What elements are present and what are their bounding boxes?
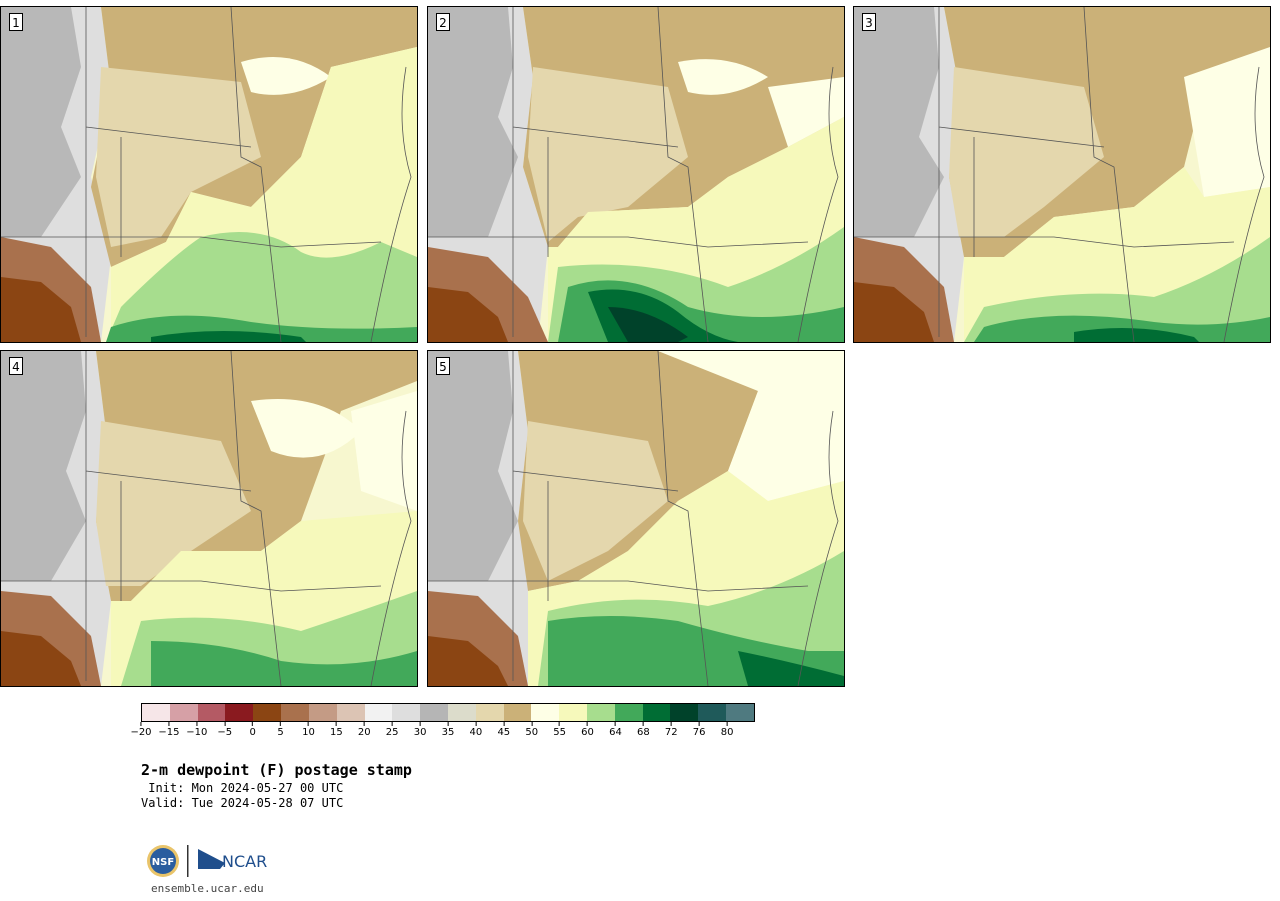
colorbar-tick-label: 76 — [693, 722, 706, 738]
colorbar-tick-label: 35 — [442, 722, 455, 738]
map-panel-1: 1 — [0, 6, 418, 343]
colorbar-swatch — [587, 704, 615, 721]
colorbar-tick-label: 0 — [249, 722, 255, 738]
colorbar-tick-label: −10 — [186, 722, 207, 738]
colorbar-swatch — [559, 704, 587, 721]
colorbar-tick-label: 30 — [414, 722, 427, 738]
map-panel-2: 2 — [427, 6, 845, 343]
colorbar-tick-label: 68 — [637, 722, 650, 738]
colorbar-tick-label: 15 — [330, 722, 343, 738]
colorbar — [141, 703, 755, 722]
colorbar-tick-label: 60 — [581, 722, 594, 738]
colorbar-swatch — [364, 704, 393, 721]
colorbar-tick-label: 20 — [358, 722, 371, 738]
map-panel-4: 4 — [0, 350, 418, 687]
panel-label: 4 — [9, 357, 23, 375]
init-time: Init: Mon 2024-05-27 00 UTC — [141, 781, 344, 795]
colorbar-swatch — [253, 704, 282, 721]
dewpoint-map — [854, 7, 1270, 342]
colorbar-swatch — [197, 704, 226, 721]
dewpoint-map — [1, 351, 417, 686]
colorbar-tick-label: −5 — [217, 722, 232, 738]
dewpoint-map — [428, 7, 844, 342]
colorbar-tick-label: −20 — [130, 722, 151, 738]
colorbar-tick-label: 72 — [665, 722, 678, 738]
colorbar-swatch — [169, 704, 198, 721]
colorbar-swatch — [726, 704, 754, 721]
colorbar-swatch — [614, 704, 643, 721]
map-panel-3: 3 — [853, 6, 1271, 343]
panel-label: 2 — [436, 13, 450, 31]
colorbar-tick-label: 45 — [497, 722, 510, 738]
colorbar-swatch — [670, 704, 699, 721]
colorbar-swatch — [503, 704, 532, 721]
colorbar-swatch — [142, 704, 170, 721]
site-url: ensemble.ucar.edu — [151, 882, 264, 895]
title-block: 2-m dewpoint (F) postage stamp Init: Mon… — [141, 761, 412, 811]
colorbar-swatch — [308, 704, 337, 721]
colorbar-tick-label: 10 — [302, 722, 315, 738]
colorbar-swatch — [336, 704, 365, 721]
colorbar-swatch — [281, 704, 309, 721]
dewpoint-map — [1, 7, 417, 342]
map-panel-5: 5 — [427, 350, 845, 687]
colorbar-tick-label: 40 — [470, 722, 483, 738]
panel-label: 3 — [862, 13, 876, 31]
colorbar-tick-label: 55 — [553, 722, 566, 738]
valid-time: Valid: Tue 2024-05-28 07 UTC — [141, 796, 344, 810]
panel-label: 5 — [436, 357, 450, 375]
colorbar-swatch — [420, 704, 448, 721]
colorbar-swatch — [447, 704, 476, 721]
colorbar-tick-label: −15 — [158, 722, 179, 738]
colorbar-swatch — [475, 704, 504, 721]
colorbar-tick-label: 50 — [525, 722, 538, 738]
nsf-text: NSF — [152, 857, 174, 868]
colorbar-tick-label: 80 — [721, 722, 734, 738]
colorbar-swatch — [531, 704, 560, 721]
chart-title: 2-m dewpoint (F) postage stamp — [141, 761, 412, 779]
colorbar-ticks: −20 −15 −10 −5 0 5 10 15 20 25 30 35 40 45 50 55 60 64 68 7… — [130, 722, 755, 742]
colorbar-swatch — [392, 704, 421, 721]
colorbar-tick-label: 64 — [609, 722, 622, 738]
dewpoint-map — [428, 351, 844, 686]
colorbar-tick-label: 25 — [386, 722, 399, 738]
nsf-ncar-logo: NSF NCAR — [147, 845, 267, 877]
colorbar-tick-label: 5 — [277, 722, 283, 738]
colorbar-swatch — [642, 704, 671, 721]
panel-label: 1 — [9, 13, 23, 31]
colorbar-swatch — [698, 704, 727, 721]
colorbar-swatch — [225, 704, 254, 721]
ncar-text: NCAR — [222, 852, 267, 871]
